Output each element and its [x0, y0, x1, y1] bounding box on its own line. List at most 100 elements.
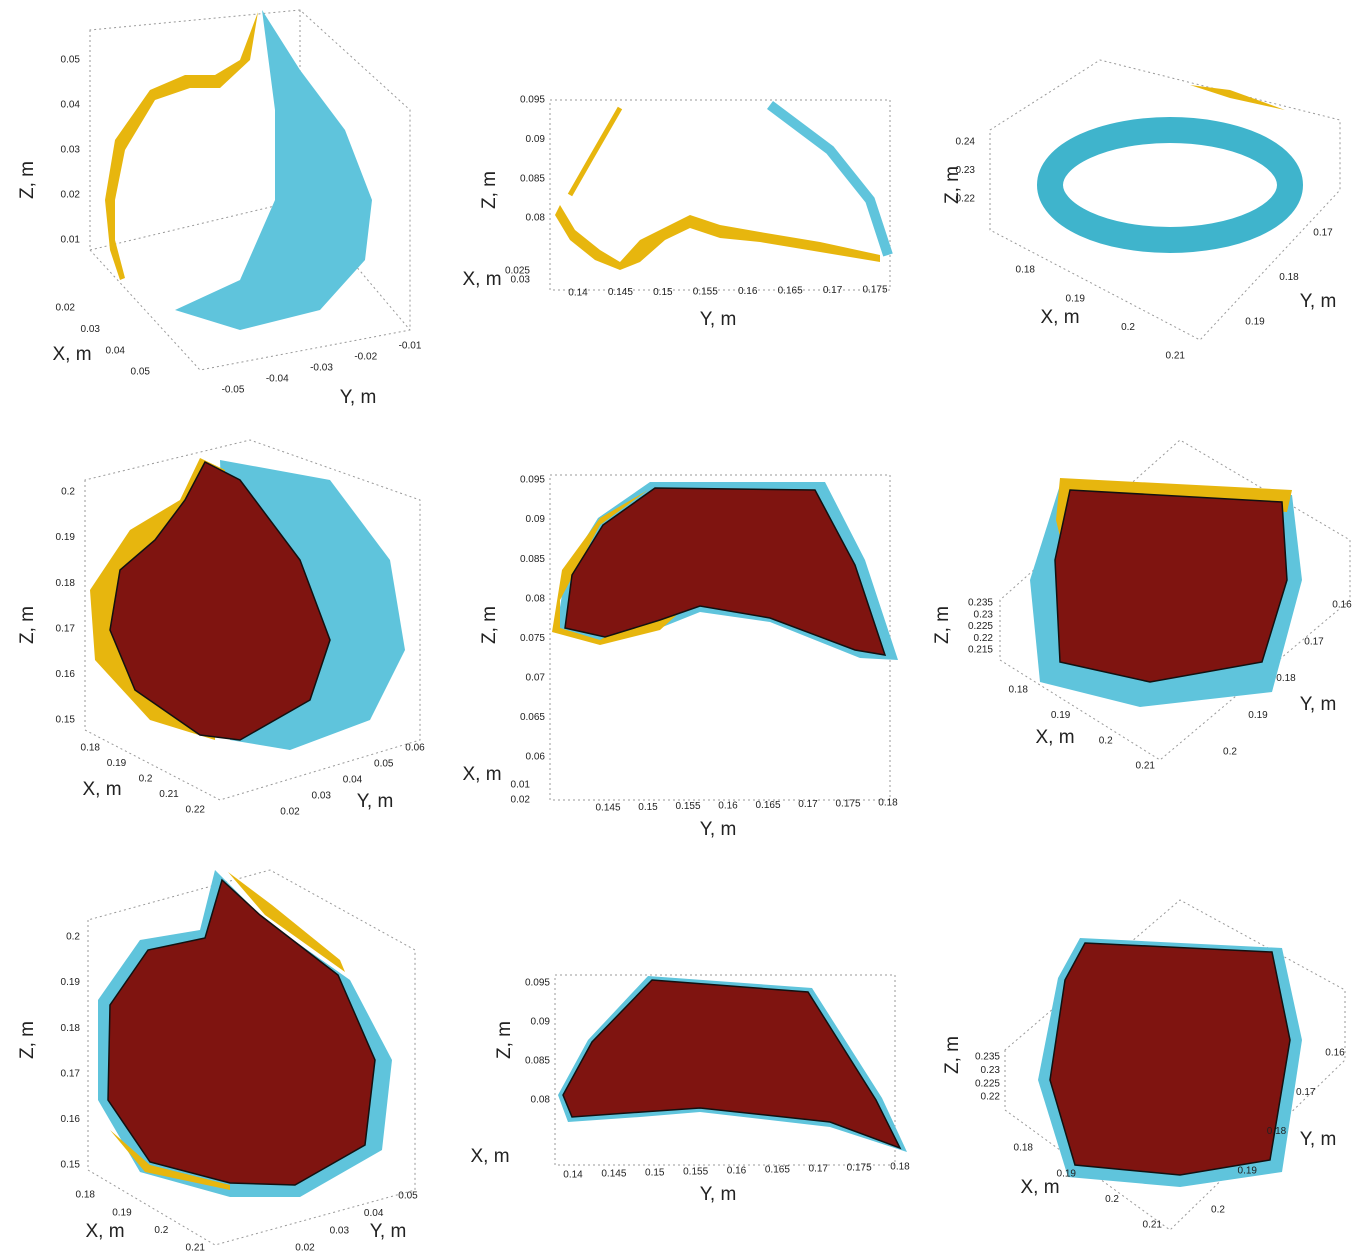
y-axis-label: Y, m	[1300, 291, 1337, 312]
y-tick-label: -0.04	[266, 374, 289, 385]
x-tick-label: 0.19	[112, 1207, 132, 1218]
x-axis-label: X, m	[1040, 307, 1079, 328]
y-tick-label: -0.02	[354, 352, 377, 363]
z-tick-label: 0.17	[61, 1068, 81, 1079]
z-tick-label: 0.065	[520, 712, 545, 723]
x-tick-label: 0.21	[159, 789, 179, 800]
z-tick-label: 0.085	[525, 1056, 550, 1067]
x-axis-label: X, m	[85, 1221, 124, 1242]
x-tick-label: 0.21	[1166, 351, 1186, 362]
z-tick-label: 0.09	[531, 1017, 551, 1028]
z-tick-label: 0.01	[61, 235, 81, 246]
x-tick-label: 0.04	[106, 345, 126, 356]
y-tick-label: 0.05	[374, 759, 394, 770]
z-tick-label: 0.06	[526, 752, 546, 763]
y-tick-label: 0.05	[398, 1191, 418, 1202]
x-axis-label: X, m	[1035, 727, 1074, 748]
x-tick-label: 0.22	[186, 805, 206, 816]
y-tick-label: 0.03	[312, 791, 332, 802]
y-tick-label: 0.155	[693, 286, 718, 297]
x-axis-label: X, m	[462, 269, 501, 290]
z-tick-label: 0.05	[61, 55, 81, 66]
x-tick-label: 0.02	[56, 303, 76, 314]
z-tick-label: 0.24	[956, 137, 976, 148]
cyan-surface	[175, 10, 372, 330]
z-tick-label: 0.16	[56, 669, 76, 680]
x-axis-label: X, m	[462, 764, 501, 785]
y-tick-label: -0.01	[399, 341, 422, 352]
z-tick-label: 0.08	[531, 1095, 551, 1106]
z-tick-label: 0.22	[981, 1092, 1001, 1103]
y-axis-label: Y, m	[700, 309, 737, 330]
z-tick-label: 0.19	[56, 532, 76, 543]
y-tick-label: 0.03	[330, 1225, 350, 1236]
x-tick-label: 0.01	[511, 780, 531, 791]
z-axis-label: Z, m	[17, 1021, 38, 1059]
x-tick-label: 0.18	[76, 1190, 96, 1201]
y-tick-label: 0.17	[798, 799, 818, 810]
z-axis-label: Z, m	[479, 606, 500, 644]
yellow-surface	[555, 205, 880, 270]
z-tick-label: 0.095	[525, 978, 550, 989]
y-tick-label: 0.06	[405, 743, 425, 754]
x-tick-label: 0.05	[131, 367, 151, 378]
z-tick-label: 0.235	[975, 1052, 1000, 1063]
fitted-surface	[563, 980, 900, 1148]
z-tick-label: 0.23	[974, 609, 994, 620]
z-tick-label: 0.22	[974, 633, 994, 644]
x-tick-label: 0.03	[81, 324, 101, 335]
x-tick-label: 0.19	[1051, 710, 1071, 721]
z-axis-label: Z, m	[942, 166, 963, 204]
yellow-surface	[1190, 85, 1285, 110]
y-tick-label: 0.2	[1211, 1205, 1225, 1216]
x-axis-label: X, m	[1020, 1177, 1059, 1198]
y-tick-label: -0.03	[310, 363, 333, 374]
z-tick-label: 0.04	[61, 100, 81, 111]
x-axis-label: X, m	[52, 344, 91, 365]
z-tick-label: 0.18	[56, 578, 76, 589]
y-tick-label: 0.16	[727, 1166, 747, 1177]
x-tick-label: 0.2	[1105, 1194, 1119, 1205]
y-tick-label: 0.18	[1267, 1126, 1287, 1137]
z-tick-label: 0.09	[526, 134, 546, 145]
y-tick-label: 0.17	[1304, 636, 1324, 647]
y-tick-label: 0.18	[878, 798, 898, 809]
y-tick-label: 0.17	[823, 285, 843, 296]
z-tick-label: 0.08	[526, 213, 546, 224]
y-tick-label: 0.16	[1332, 600, 1352, 611]
z-tick-label: 0.23	[981, 1065, 1001, 1076]
z-tick-label: 0.235	[968, 598, 993, 609]
y-axis-label: Y, m	[1300, 694, 1337, 715]
y-tick-label: 0.145	[595, 803, 620, 814]
y-tick-label: 0.15	[653, 287, 673, 298]
z-tick-label: 0.095	[520, 95, 545, 106]
y-tick-label: 0.15	[645, 1168, 665, 1179]
z-tick-label: 0.03	[61, 145, 81, 156]
x-tick-label: 0.18	[81, 743, 101, 754]
y-tick-label: 0.165	[778, 285, 803, 296]
z-tick-label: 0.16	[61, 1114, 81, 1125]
y-tick-label: 0.04	[364, 1208, 384, 1219]
y-tick-label: 0.19	[1245, 317, 1265, 328]
z-axis-label: Z, m	[17, 606, 38, 644]
z-tick-label: 0.075	[520, 633, 545, 644]
y-tick-label: 0.18	[890, 1162, 910, 1173]
z-axis-label: Z, m	[17, 161, 38, 199]
z-tick-label: 0.085	[520, 554, 545, 565]
y-tick-label: 0.16	[738, 286, 758, 297]
z-tick-label: 0.15	[61, 1160, 81, 1171]
y-tick-label: 0.16	[718, 800, 738, 811]
x-tick-label: 0.18	[1016, 265, 1036, 276]
y-tick-label: 0.165	[755, 800, 780, 811]
z-tick-label: 0.225	[968, 621, 993, 632]
z-tick-label: 0.07	[526, 672, 546, 683]
z-axis-label: Z, m	[479, 171, 500, 209]
y-tick-label: 0.155	[675, 801, 700, 812]
z-tick-label: 0.225	[975, 1078, 1000, 1089]
y-tick-label: 0.145	[608, 287, 633, 298]
y-tick-label: 0.17	[809, 1164, 829, 1175]
x-tick-label: 0.19	[107, 758, 127, 769]
z-tick-label: 0.17	[56, 623, 76, 634]
y-tick-label: 0.15	[638, 802, 658, 813]
yellow-surface	[570, 108, 620, 195]
